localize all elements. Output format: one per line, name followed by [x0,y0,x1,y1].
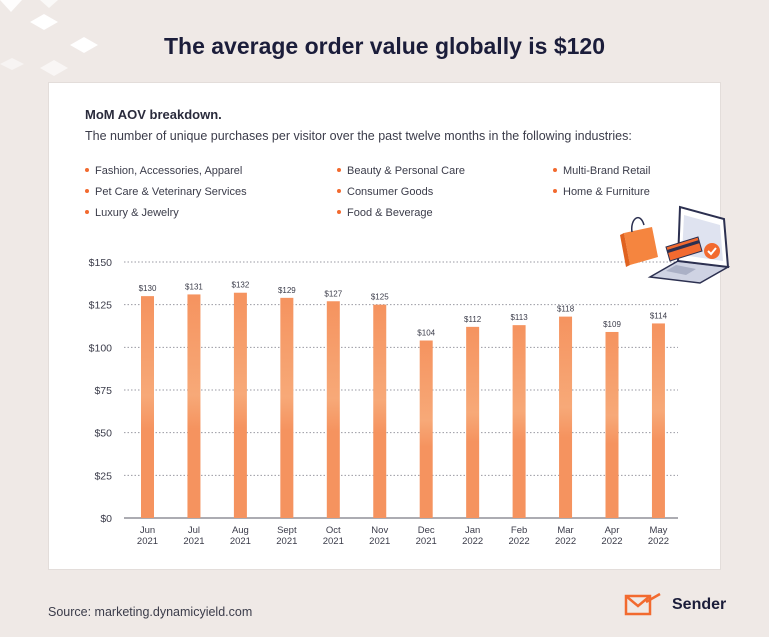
legend-item: Fashion, Accessories, Apparel [85,165,242,177]
x-tick-label: Jun [140,525,155,536]
source-note: Source: marketing.dynamicyield.com [48,605,253,619]
bar [141,296,154,518]
x-tick-label: Sept [277,525,297,536]
data-label: $104 [417,329,435,338]
x-tick-year-label: 2021 [369,536,390,547]
legend-item: Luxury & Jewelry [85,207,179,219]
x-tick-year-label: 2022 [555,536,576,547]
bar [559,316,573,518]
x-tick-label: Dec [418,525,435,536]
legend-label: Luxury & Jewelry [95,207,179,219]
legend-bullet [337,168,341,173]
data-label: $132 [232,281,250,290]
x-tick-label: Feb [511,525,527,536]
x-tick-label: May [649,525,667,536]
x-tick-year-label: 2021 [230,536,251,547]
legend-item: Pet Care & Veterinary Services [85,186,247,198]
bar [233,292,247,518]
data-label: $131 [185,282,203,291]
y-tick-label: $75 [94,385,112,397]
x-tick-label: Apr [605,525,620,536]
bar [326,301,340,518]
legend-bullet [85,210,89,215]
card-title: MoM AOV breakdown. [85,107,222,122]
y-tick-label: $50 [94,428,112,440]
legend-label: Pet Care & Veterinary Services [95,186,247,198]
x-tick-label: Nov [371,525,388,536]
x-tick-year-label: 2021 [416,536,437,547]
shopping-bag-icon [620,216,658,267]
data-label: $125 [371,293,389,302]
y-tick-label: $150 [89,257,113,269]
legend-label: Food & Beverage [347,207,433,219]
x-tick-year-label: 2022 [509,536,530,547]
y-tick-label: $100 [89,342,113,354]
legend-bullet [553,168,557,173]
credit-card-icon [665,236,703,262]
data-label: $129 [278,286,296,295]
x-tick-label: Mar [557,525,573,536]
y-tick-label: $0 [100,513,112,525]
data-label: $113 [510,313,528,322]
x-tick-year-label: 2021 [183,536,204,547]
x-tick-year-label: 2021 [276,536,297,547]
bar [419,340,433,518]
legend-label: Consumer Goods [347,186,434,198]
x-tick-year-label: 2021 [137,536,158,547]
legend-item: Food & Beverage [337,207,433,219]
bar [605,331,619,518]
bar [280,297,294,518]
data-label: $118 [557,305,575,314]
y-tick-label: $125 [89,300,113,312]
data-label: $112 [464,315,482,324]
x-tick-year-label: 2021 [323,536,344,547]
bar [651,323,665,518]
legend-bullet [337,210,341,215]
legend-item: Consumer Goods [337,186,433,198]
x-tick-label: Jan [465,525,480,536]
legend-item: Multi-Brand Retail [553,165,650,177]
bar [373,304,387,518]
legend-label: Fashion, Accessories, Apparel [95,165,243,177]
x-tick-year-label: 2022 [601,536,622,547]
legend-bullet [553,189,557,194]
data-label: $130 [139,284,157,293]
legend-bullet [85,168,89,173]
x-tick-year-label: 2022 [648,536,669,547]
x-tick-year-label: 2022 [462,536,483,547]
sender-logo-icon [624,592,661,616]
page-headline: The average order value globally is $120 [163,33,606,59]
legend-label: Home & Furniture [563,186,650,198]
data-label: $127 [324,289,342,298]
legend-bullet [337,189,341,194]
x-tick-label: Oct [326,525,341,536]
y-tick-label: $25 [94,470,112,482]
bar [466,326,480,518]
legend-item: Home & Furniture [553,186,650,198]
x-tick-label: Aug [232,525,249,536]
bar [187,294,201,518]
card-subtitle: The number of unique purchases per visit… [85,129,632,143]
shopping-illustration [620,205,730,284]
decorative-diamonds [0,0,98,76]
legend-label: Multi-Brand Retail [563,165,651,177]
data-label: $109 [603,320,621,329]
legend-item: Beauty & Personal Care [337,165,465,177]
x-tick-label: Jul [188,525,200,536]
bar [512,325,526,518]
checkmark-icon [704,243,720,259]
legend-bullet [85,189,89,194]
brand-name: Sender [672,596,727,613]
data-label: $114 [650,311,668,320]
legend-label: Beauty & Personal Care [347,165,466,177]
